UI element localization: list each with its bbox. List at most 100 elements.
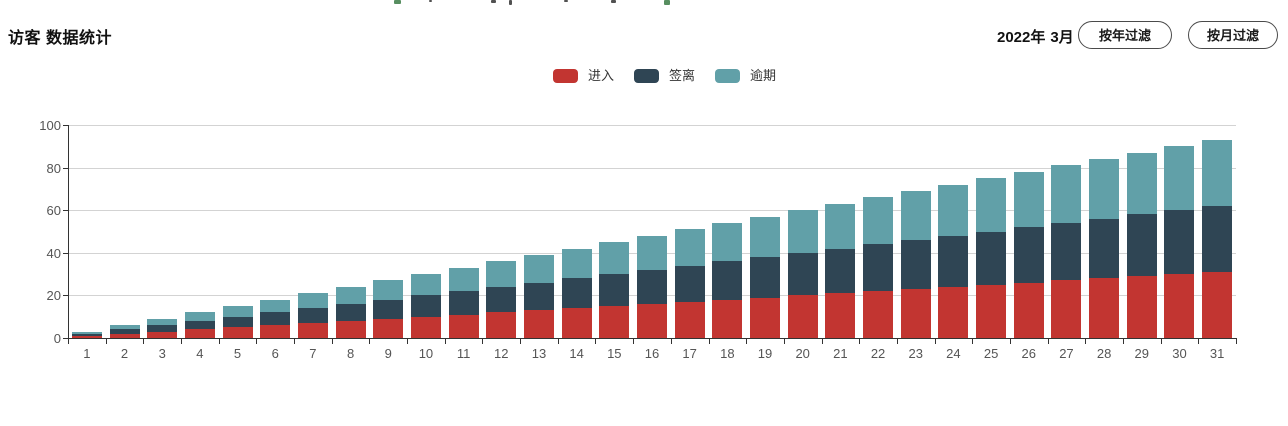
bar-day-25-signed-out[interactable] [976, 231, 1007, 285]
bar-day-10-entered[interactable] [410, 316, 441, 338]
bar-day-30-signed-out[interactable] [1164, 210, 1195, 275]
bar-day-5-entered[interactable] [222, 327, 253, 338]
bar-day-22-entered[interactable] [863, 291, 894, 338]
bar-day-21-overdue[interactable] [825, 203, 856, 249]
bar-day-11-overdue[interactable] [448, 267, 479, 292]
bar-day-27-overdue[interactable] [1051, 165, 1082, 223]
bar-day-3-entered[interactable] [147, 331, 178, 338]
bar-day-23-signed-out[interactable] [900, 240, 931, 289]
bar-day-11-signed-out[interactable] [448, 291, 479, 315]
bar-day-4-overdue[interactable] [184, 312, 215, 321]
bar-day-13-entered[interactable] [523, 310, 554, 338]
filter-by-year-button[interactable]: 按年过滤 [1078, 21, 1172, 49]
bar-day-8-overdue[interactable] [335, 286, 366, 304]
bar-day-16-signed-out[interactable] [637, 269, 667, 304]
bar-day-30-entered[interactable] [1164, 274, 1195, 338]
bar-day-15-entered[interactable] [599, 306, 630, 338]
bar-day-24-signed-out[interactable] [938, 235, 969, 287]
bar-day-7-entered[interactable] [297, 323, 328, 338]
bar-day-15-signed-out[interactable] [599, 274, 630, 307]
bar-day-19-overdue[interactable] [750, 216, 781, 258]
bar-day-26-overdue[interactable] [1013, 171, 1044, 228]
bar-day-29-signed-out[interactable] [1126, 214, 1157, 277]
bar-day-12-entered[interactable] [486, 312, 517, 338]
bar-day-6-entered[interactable] [260, 325, 291, 338]
bar-day-25-overdue[interactable] [976, 178, 1007, 232]
bar-day-16-entered[interactable] [637, 303, 667, 338]
bar-day-10-signed-out[interactable] [410, 295, 441, 317]
bar-day-11-entered[interactable] [448, 314, 479, 338]
bar-day-3-signed-out[interactable] [147, 325, 178, 332]
bar-day-30-overdue[interactable] [1164, 146, 1195, 211]
bar-day-12-signed-out[interactable] [486, 286, 517, 313]
bar-day-1-entered[interactable] [71, 335, 102, 338]
bar-day-13-overdue[interactable] [523, 254, 554, 283]
filter-by-month-button[interactable]: 按月过滤 [1188, 21, 1278, 49]
bar-day-22-overdue[interactable] [863, 197, 894, 245]
bar-day-26-entered[interactable] [1013, 282, 1044, 338]
bar-day-3-overdue[interactable] [147, 318, 178, 326]
bar-day-14-entered[interactable] [561, 308, 592, 338]
bar-day-31-entered[interactable] [1202, 271, 1233, 338]
bar-day-20-entered[interactable] [787, 295, 818, 338]
bar-day-17-entered[interactable] [674, 301, 705, 338]
bar-day-7-overdue[interactable] [297, 293, 328, 309]
bar-day-20-overdue[interactable] [787, 210, 818, 253]
bar-day-6-signed-out[interactable] [260, 312, 291, 326]
bar-day-14-overdue[interactable] [561, 248, 592, 279]
bar-day-1-signed-out[interactable] [71, 333, 102, 336]
bar-day-14-signed-out[interactable] [561, 278, 592, 309]
bar-day-10-overdue[interactable] [410, 274, 441, 296]
bar-day-21-signed-out[interactable] [825, 248, 856, 294]
bar-day-20-signed-out[interactable] [787, 252, 818, 296]
bar-day-26-signed-out[interactable] [1013, 227, 1044, 283]
bar-day-8-entered[interactable] [335, 320, 366, 338]
bar-day-7-signed-out[interactable] [297, 308, 328, 324]
bar-day-13-signed-out[interactable] [523, 282, 554, 311]
bar-day-27-entered[interactable] [1051, 280, 1082, 338]
legend-item-signed-out[interactable]: 签离 [634, 69, 695, 83]
bar-day-31-signed-out[interactable] [1202, 205, 1233, 272]
bar-day-17-signed-out[interactable] [674, 265, 705, 302]
bar-day-2-overdue[interactable] [109, 325, 140, 330]
bar-day-2-signed-out[interactable] [109, 329, 140, 334]
bar-day-27-signed-out[interactable] [1051, 222, 1082, 281]
bar-day-17-overdue[interactable] [674, 229, 705, 266]
bar-day-28-signed-out[interactable] [1089, 218, 1120, 279]
bar-day-9-signed-out[interactable] [373, 299, 404, 319]
bar-day-6-overdue[interactable] [260, 299, 291, 313]
bar-day-18-signed-out[interactable] [712, 261, 743, 300]
bar-day-23-entered[interactable] [900, 289, 931, 338]
bar-day-19-entered[interactable] [750, 297, 781, 338]
bar-day-29-entered[interactable] [1126, 276, 1157, 338]
legend-item-overdue[interactable]: 逾期 [715, 69, 776, 83]
bar-day-24-entered[interactable] [938, 286, 969, 338]
bar-day-21-entered[interactable] [825, 293, 856, 338]
bar-day-5-overdue[interactable] [222, 306, 253, 317]
legend-item-entered[interactable]: 进入 [553, 69, 614, 83]
bar-day-28-overdue[interactable] [1089, 159, 1120, 219]
bar-day-19-signed-out[interactable] [750, 257, 781, 298]
bar-day-29-overdue[interactable] [1126, 152, 1157, 215]
bar-day-9-entered[interactable] [373, 318, 404, 338]
bar-day-24-overdue[interactable] [938, 184, 969, 236]
bar-day-22-signed-out[interactable] [863, 244, 894, 292]
bar-day-28-entered[interactable] [1089, 278, 1120, 338]
bar-day-15-overdue[interactable] [599, 242, 630, 275]
bar-day-25-entered[interactable] [976, 284, 1007, 338]
bar-day-1-overdue[interactable] [71, 331, 102, 334]
bar-day-18-overdue[interactable] [712, 222, 743, 262]
bar-day-4-entered[interactable] [184, 329, 215, 338]
bar-day-5-signed-out[interactable] [222, 316, 253, 328]
bar-day-4-signed-out[interactable] [184, 320, 215, 330]
bar-day-31-overdue[interactable] [1202, 139, 1233, 206]
bar-day-16-overdue[interactable] [637, 235, 667, 270]
bar-day-23-overdue[interactable] [900, 191, 931, 240]
bar-day-8-signed-out[interactable] [335, 303, 366, 321]
bar-day-18-entered[interactable] [712, 299, 743, 338]
bar-day-12-overdue[interactable] [486, 261, 517, 287]
y-axis-label: 100 [39, 118, 61, 133]
bar-day-2-entered[interactable] [109, 333, 140, 338]
bar-day-9-overdue[interactable] [373, 280, 404, 300]
